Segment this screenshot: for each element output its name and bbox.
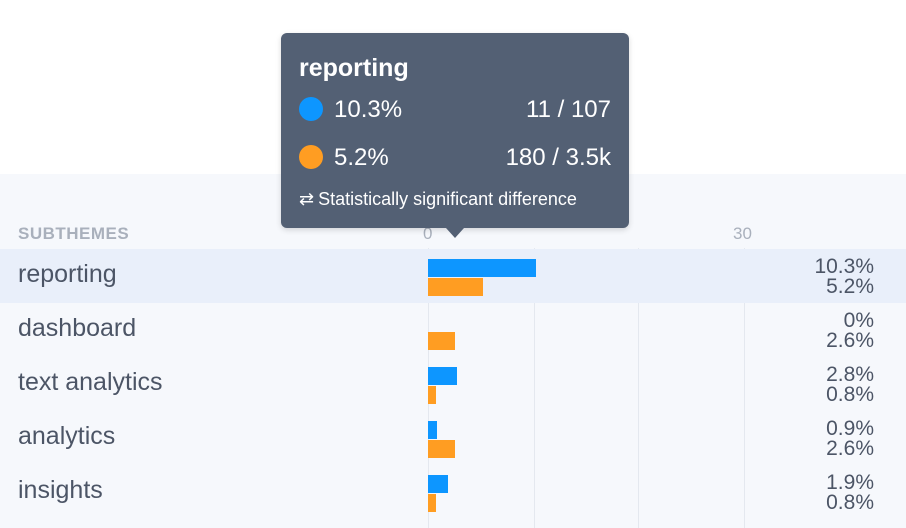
tooltip-count: 11 / 107 (526, 96, 611, 123)
value-labels: 10.3% 5.2% (814, 255, 874, 298)
tooltip-row: 5.2% 180 / 3.5k (299, 143, 611, 171)
subtheme-rows: reporting 10.3% 5.2% dashboard 0% 2.6% text an… (0, 249, 906, 519)
data-label: 0% (843, 309, 874, 332)
tooltip-count: 180 / 3.5k (505, 144, 611, 171)
gridline (744, 248, 745, 528)
data-label: 10.3% (814, 255, 874, 278)
bar-series-blue[interactable] (428, 475, 448, 493)
significance-note: ⇄ Statistically significant difference (299, 189, 577, 210)
tooltip-row: 10.3% 11 / 107 (299, 95, 611, 123)
bar-series-orange[interactable] (428, 386, 437, 404)
table-header: SUBTHEMES 0 30 (0, 222, 906, 246)
value-labels: 1.9% 0.8% (826, 471, 874, 514)
data-label: 2.6% (826, 329, 874, 352)
tooltip-title: reporting (299, 54, 409, 82)
tooltip-percent: 10.3% (334, 96, 403, 123)
table-row[interactable]: analytics 0.9% 2.6% (0, 411, 906, 465)
bar-series-orange[interactable] (428, 332, 456, 350)
table-row[interactable]: reporting 10.3% 5.2% (0, 249, 906, 303)
bar-series-orange[interactable] (428, 278, 483, 296)
series-dot-icon (299, 145, 323, 169)
bar-series-blue[interactable] (428, 259, 537, 277)
subtheme-label: analytics (18, 422, 116, 450)
data-label: 0.8% (826, 383, 874, 406)
data-label: 1.9% (826, 471, 874, 494)
tooltip-pointer (446, 228, 464, 238)
table-row[interactable]: dashboard 0% 2.6% (0, 303, 906, 357)
bar-series-blue[interactable] (428, 421, 438, 439)
gridline (638, 248, 639, 528)
table-row[interactable]: insights 1.9% 0.8% (0, 465, 906, 519)
value-labels: 0% 2.6% (826, 309, 874, 352)
gridline (534, 248, 535, 528)
axis-tick-0: 0 (423, 224, 433, 243)
bar-series-blue[interactable] (428, 367, 458, 385)
subtheme-label: reporting (18, 260, 117, 288)
series-dot-icon (299, 97, 323, 121)
subthemes-column-header: SUBTHEMES (18, 224, 130, 243)
table-row[interactable]: text analytics 2.8% 0.8% (0, 357, 906, 411)
bar-series-orange[interactable] (428, 494, 437, 512)
bar-series-orange[interactable] (428, 440, 456, 458)
subtheme-label: dashboard (18, 314, 137, 342)
data-label: 2.8% (826, 363, 874, 386)
data-label: 2.6% (826, 437, 874, 460)
tooltip-percent: 5.2% (334, 144, 389, 171)
data-label: 0.9% (826, 417, 874, 440)
bar-tooltip: reporting 10.3% 11 / 107 5.2% 180 / 3.5k… (281, 33, 629, 228)
data-label: 5.2% (826, 275, 874, 298)
value-labels: 0.9% 2.6% (826, 417, 874, 460)
significance-text: Statistically significant difference (318, 189, 577, 209)
subtheme-label: text analytics (18, 368, 163, 396)
axis-tick-30: 30 (733, 224, 752, 243)
subtheme-label: insights (18, 476, 103, 504)
value-labels: 2.8% 0.8% (826, 363, 874, 406)
swap-arrows-icon: ⇄ (299, 189, 315, 209)
data-label: 0.8% (826, 491, 874, 514)
